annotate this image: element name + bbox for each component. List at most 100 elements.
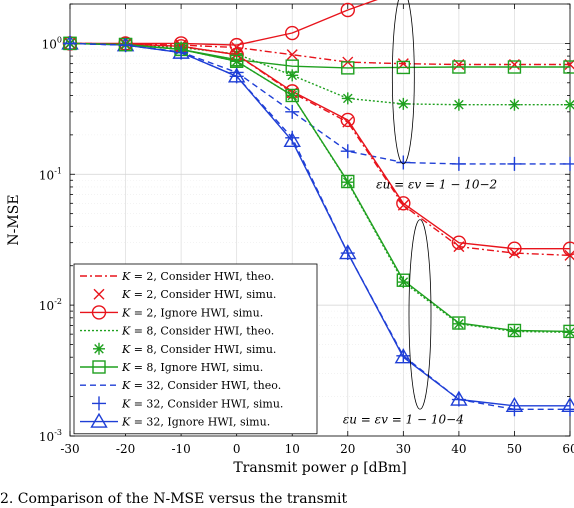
- legend: K = 2, Consider HWI, theo. K = 2, Conside…: [73, 263, 318, 435]
- axis-ticks: -30 -20 -10 0 10 20 30 40 50 60 10-3 10-2 10-1 100: [39, 3, 574, 456]
- data-point: [507, 323, 522, 338]
- x-tick-label: -10: [171, 442, 190, 456]
- legend-label: K = 8, Consider HWI, simu.: [121, 343, 276, 356]
- data-point: [229, 54, 244, 68]
- series-7: [63, 36, 574, 171]
- data-point: [341, 92, 354, 105]
- series-16: [63, 36, 574, 417]
- x-tick-label: 0: [233, 442, 241, 456]
- legend-label: K = 32, Consider HWI, simu.: [121, 397, 283, 410]
- data-point: [285, 88, 299, 103]
- data-point: [508, 247, 520, 259]
- data-point: [174, 45, 189, 60]
- data-point: [63, 36, 77, 51]
- data-point: [563, 402, 574, 417]
- data-point: [340, 112, 355, 128]
- data-point: [564, 326, 574, 339]
- data-point: [340, 246, 355, 261]
- data-point: [563, 324, 574, 339]
- series-15: [69, 42, 570, 410]
- y-tick-label: 10-2: [39, 297, 62, 313]
- legend-marker: [92, 396, 106, 411]
- data-point: [563, 156, 574, 171]
- x-tick-label: 10: [285, 442, 300, 456]
- legend-marker: [91, 305, 107, 320]
- x-tick-label: -20: [116, 442, 135, 456]
- data-point: [285, 25, 300, 41]
- legend-label: K = 32, Ignore HWI, simu.: [121, 416, 270, 429]
- legend-marker: [92, 360, 106, 374]
- data-point: [341, 174, 355, 189]
- data-point: [286, 69, 299, 82]
- x-tick-label: 40: [451, 442, 466, 456]
- data-point: [397, 276, 410, 289]
- series-4: [64, 37, 574, 111]
- data-point: [508, 325, 521, 338]
- series-9: [69, 42, 571, 257]
- data-point: [452, 98, 465, 111]
- data-point: [396, 60, 411, 75]
- y-tick-label: 10-3: [39, 428, 62, 444]
- data-point: [340, 144, 355, 159]
- series-6: [69, 42, 570, 165]
- data-point: [341, 61, 355, 75]
- data-point: [508, 98, 521, 111]
- annotations: εu = εv = 1 − 10−2 εu = εv = 1 − 10−4: [343, 0, 497, 426]
- legend-label: K = 2, Ignore HWI, simu.: [121, 306, 263, 319]
- series-2: [62, 0, 378, 53]
- y-axis-label: N-MSE: [6, 194, 22, 245]
- data-point: [451, 156, 466, 171]
- data-point: [451, 392, 466, 407]
- data-point: [340, 2, 355, 18]
- plot-area: [69, 3, 571, 437]
- y-tick-label: 100: [42, 35, 62, 51]
- series-10: [64, 37, 574, 261]
- x-tick-label: 20: [340, 442, 355, 456]
- data-point: [507, 60, 522, 74]
- legend-label: K = 8, Consider HWI, theo.: [121, 325, 274, 338]
- series-line: [70, 0, 378, 46]
- series-line: [69, 42, 570, 66]
- series-line: [69, 42, 571, 257]
- series-11: [62, 36, 574, 256]
- legend-marker: [90, 412, 108, 428]
- data-point: [396, 348, 411, 363]
- data-point: [285, 104, 300, 119]
- data-point: [452, 60, 466, 74]
- data-point: [229, 69, 244, 84]
- data-point: [564, 98, 574, 111]
- series-line: [69, 42, 570, 410]
- legend-marker: [93, 288, 105, 300]
- series-line: [69, 42, 570, 106]
- data-point: [507, 156, 522, 171]
- data-point: [397, 97, 410, 110]
- series-3: [69, 42, 570, 106]
- x-tick-label: -30: [60, 442, 79, 456]
- x-tick-label: 50: [507, 442, 522, 456]
- data-point: [118, 38, 133, 53]
- data-point: [396, 155, 411, 170]
- data-point: [562, 241, 574, 256]
- data-point: [452, 317, 465, 330]
- y-tick-label: 10-1: [39, 166, 62, 182]
- annotation-label: εu = εv = 1 − 10−4: [343, 412, 464, 426]
- data-point: [285, 130, 300, 145]
- annotation-ellipse: [408, 219, 432, 410]
- series-line: [69, 42, 570, 250]
- series-layer: [61, 0, 574, 417]
- legend-box: [73, 263, 318, 435]
- data-point: [396, 196, 411, 211]
- data-point: [286, 49, 298, 61]
- annotation-ellipse: [391, 0, 415, 165]
- legend-label: K = 2, Consider HWI, theo.: [121, 270, 274, 283]
- x-tick-label: 30: [396, 442, 411, 456]
- x-tick-label: 60: [562, 442, 574, 456]
- x-axis-label: Transmit power ρ [dBm]: [233, 460, 406, 476]
- data-point: [283, 131, 301, 148]
- legend-marker: [93, 342, 105, 355]
- data-point: [451, 235, 467, 250]
- series-line: [69, 42, 570, 165]
- data-point: [285, 59, 299, 73]
- series-0: [69, 42, 570, 66]
